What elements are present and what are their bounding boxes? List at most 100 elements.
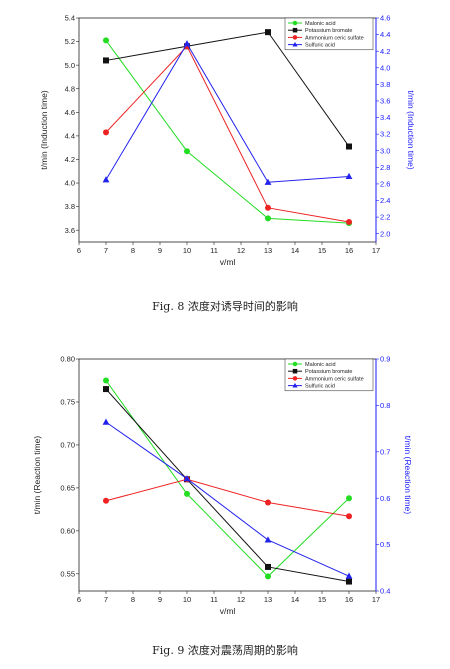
data-point — [102, 418, 110, 425]
y-right-tick-label: 4.6 — [380, 14, 390, 23]
data-point — [346, 143, 352, 150]
series-line — [105, 478, 350, 517]
x-tick-label: 10 — [183, 595, 191, 604]
x-tick-label: 6 — [77, 595, 81, 604]
y-right-tick-label: 4.4 — [380, 30, 390, 39]
y-right-tick-label: 2.8 — [380, 163, 390, 172]
y-tick-label: 0.55 — [60, 569, 75, 578]
data-point — [103, 129, 109, 136]
y-tick-label: 0.60 — [60, 526, 75, 535]
legend-label: Ammonium ceric sulfate — [305, 35, 364, 41]
legend-marker — [292, 361, 298, 367]
x-tick-label: 11 — [210, 246, 218, 255]
series-line — [105, 421, 350, 577]
x-tick-label: 14 — [291, 595, 299, 604]
data-point — [103, 386, 109, 393]
x-tick-label: 16 — [345, 595, 353, 604]
data-point — [265, 215, 271, 222]
y-axis-label: t/min (Induction time) — [39, 90, 49, 170]
y-axis-label: t/min (Reaction time) — [32, 436, 42, 515]
y-right-tick-label: 3.0 — [380, 146, 390, 155]
y-right-tick-label: 2.2 — [380, 213, 390, 222]
x-tick-label: 7 — [104, 595, 108, 604]
x-tick-label: 8 — [131, 246, 135, 255]
series-line — [105, 42, 350, 183]
y-right-tick-label: 0.4 — [380, 587, 390, 596]
legend-label: Malonic acid — [305, 21, 336, 27]
legend-label: Ammonium ceric sulfate — [305, 376, 364, 382]
data-point — [265, 204, 271, 211]
x-tick-label: 10 — [183, 246, 191, 255]
y-tick-label: 4.8 — [65, 84, 75, 93]
data-point — [264, 178, 272, 185]
legend-marker — [292, 382, 298, 388]
y-right-tick-label: 4.2 — [380, 47, 390, 56]
y-tick-label: 0.65 — [60, 483, 75, 492]
data-point — [346, 218, 352, 225]
series-line — [105, 40, 350, 224]
y-right-tick-label: 3.2 — [380, 130, 390, 139]
y-tick-label: 5.0 — [65, 61, 75, 70]
figure-caption: Fig. 9 浓度对震荡周期的影响 — [152, 644, 298, 657]
y-right-tick-label: 3.8 — [380, 80, 390, 89]
data-point — [346, 513, 352, 520]
y-tick-label: 3.6 — [65, 226, 75, 235]
data-point — [345, 572, 353, 579]
x-tick-label: 14 — [291, 246, 299, 255]
data-point — [264, 536, 272, 543]
figure-8: 6 7 8 9 10 11 12 13 14 15 16 17 3.6 3.8 4.0 4.2 4.4 4.6 4.… — [39, 14, 416, 313]
data-point — [265, 573, 271, 580]
x-tick-label: 12 — [237, 246, 245, 255]
data-point — [265, 29, 271, 36]
legend-marker — [292, 35, 298, 40]
x-tick-label: 15 — [318, 595, 326, 604]
y-right-tick-label: 0.5 — [380, 540, 390, 549]
legend-label: Sulfuric acid — [305, 384, 335, 390]
y-tick-label: 4.6 — [65, 108, 75, 117]
data-point — [103, 497, 109, 504]
x-tick-label: 7 — [104, 246, 108, 255]
y-tick-label: 3.8 — [65, 202, 75, 211]
figure-9: 6 7 8 9 10 11 12 13 14 15 16 17 0.55 0.60 0.65 0.70 0.75… — [0, 335, 450, 669]
series-line — [105, 380, 350, 578]
legend-marker — [292, 41, 298, 47]
legend-label: Potassium bromate — [305, 28, 352, 34]
figure-caption: Fig. 8 浓度对诱导时间的影响 — [152, 300, 298, 313]
x-axis-label: v/ml — [220, 257, 236, 267]
legend-marker — [292, 376, 298, 381]
x-tick-label: 16 — [345, 246, 353, 255]
data-point — [103, 377, 109, 384]
y-right-tick-label: 3.4 — [380, 113, 390, 122]
x-axis-label: v/ml — [220, 606, 236, 616]
y-right-tick-label: 2.4 — [380, 196, 390, 205]
data-point — [183, 475, 191, 482]
y-tick-label: 4.0 — [65, 179, 75, 188]
legend-label: Potassium bromate — [305, 369, 352, 375]
legend-marker — [292, 27, 298, 33]
y-right-tick-label: 0.6 — [380, 494, 390, 503]
y-right-tick-label: 0.9 — [380, 355, 390, 364]
data-point — [102, 176, 110, 183]
y-right-tick-label: 0.8 — [380, 401, 390, 410]
data-point — [103, 57, 109, 64]
x-tick-label: 15 — [318, 246, 326, 255]
series-line — [105, 45, 350, 223]
legend-marker — [292, 20, 298, 26]
x-tick-label: 8 — [131, 595, 135, 604]
plot-frame — [78, 358, 377, 592]
chart-reaction-time: 6 7 8 9 10 11 12 13 14 15 16 17 0.55 0.60 0.65 0.70 0.75… — [32, 355, 413, 616]
data-point — [346, 578, 352, 585]
y-right-axis-label: t/min (Reaction time) — [403, 436, 413, 515]
y-right-tick-label: 2.6 — [380, 180, 390, 189]
y-tick-label: 4.2 — [65, 155, 75, 164]
series-line — [105, 31, 350, 147]
y-tick-label: 5.4 — [65, 14, 75, 23]
x-tick-label: 17 — [372, 595, 380, 604]
x-tick-label: 12 — [237, 595, 245, 604]
y-right-tick-label: 3.6 — [380, 97, 390, 106]
series-line — [105, 388, 350, 583]
data-point — [183, 40, 191, 47]
data-point — [265, 499, 271, 506]
x-tick-label: 6 — [77, 246, 81, 255]
x-tick-label: 9 — [158, 246, 162, 255]
